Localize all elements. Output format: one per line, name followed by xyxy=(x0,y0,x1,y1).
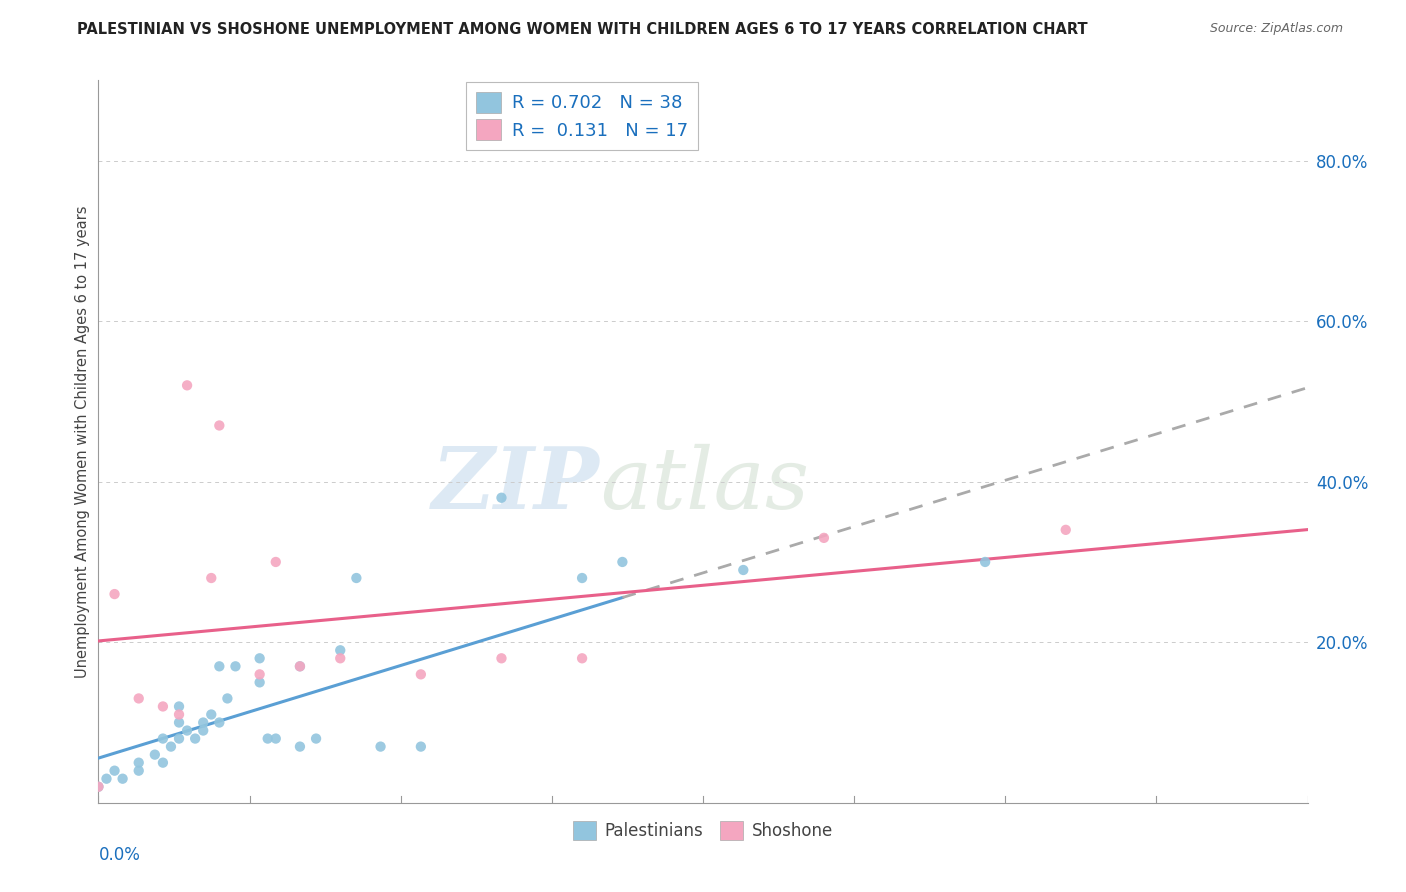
Point xyxy=(571,571,593,585)
Point xyxy=(491,491,513,505)
Point xyxy=(224,659,246,673)
Point xyxy=(329,643,352,657)
Text: ZIP: ZIP xyxy=(433,443,600,526)
Point xyxy=(176,378,198,392)
Text: PALESTINIAN VS SHOSHONE UNEMPLOYMENT AMONG WOMEN WITH CHILDREN AGES 6 TO 17 YEAR: PALESTINIAN VS SHOSHONE UNEMPLOYMENT AMO… xyxy=(77,22,1088,37)
Text: Source: ZipAtlas.com: Source: ZipAtlas.com xyxy=(1209,22,1343,36)
Point xyxy=(288,739,311,754)
Point xyxy=(152,756,174,770)
Legend: Palestinians, Shoshone: Palestinians, Shoshone xyxy=(567,814,839,847)
Point xyxy=(256,731,278,746)
Point xyxy=(160,739,183,754)
Point xyxy=(370,739,392,754)
Point xyxy=(208,659,231,673)
Point xyxy=(264,731,287,746)
Point xyxy=(288,659,311,673)
Point xyxy=(167,715,190,730)
Point xyxy=(193,723,215,738)
Text: 0.0%: 0.0% xyxy=(98,847,141,864)
Point xyxy=(491,651,513,665)
Point xyxy=(167,699,190,714)
Point xyxy=(167,707,190,722)
Point xyxy=(974,555,997,569)
Point xyxy=(184,731,207,746)
Point xyxy=(111,772,134,786)
Point xyxy=(87,780,110,794)
Point xyxy=(1054,523,1077,537)
Point xyxy=(217,691,239,706)
Point xyxy=(249,675,271,690)
Point xyxy=(249,651,271,665)
Point xyxy=(103,587,125,601)
Point xyxy=(208,715,231,730)
Point xyxy=(329,651,352,665)
Point xyxy=(344,571,367,585)
Point xyxy=(264,555,287,569)
Point xyxy=(128,764,150,778)
Point xyxy=(249,667,271,681)
Point xyxy=(813,531,835,545)
Point xyxy=(128,691,150,706)
Point xyxy=(96,772,118,786)
Point xyxy=(176,723,198,738)
Point xyxy=(288,659,311,673)
Point xyxy=(571,651,593,665)
Point xyxy=(128,756,150,770)
Point xyxy=(305,731,328,746)
Point xyxy=(612,555,634,569)
Point xyxy=(733,563,755,577)
Point xyxy=(103,764,125,778)
Point xyxy=(143,747,166,762)
Point xyxy=(200,707,222,722)
Y-axis label: Unemployment Among Women with Children Ages 6 to 17 years: Unemployment Among Women with Children A… xyxy=(75,205,90,678)
Point xyxy=(409,739,432,754)
Point xyxy=(208,418,231,433)
Point xyxy=(193,715,215,730)
Point xyxy=(200,571,222,585)
Point xyxy=(152,731,174,746)
Point xyxy=(409,667,432,681)
Point xyxy=(87,780,110,794)
Point xyxy=(152,699,174,714)
Text: atlas: atlas xyxy=(600,443,810,526)
Point xyxy=(167,731,190,746)
